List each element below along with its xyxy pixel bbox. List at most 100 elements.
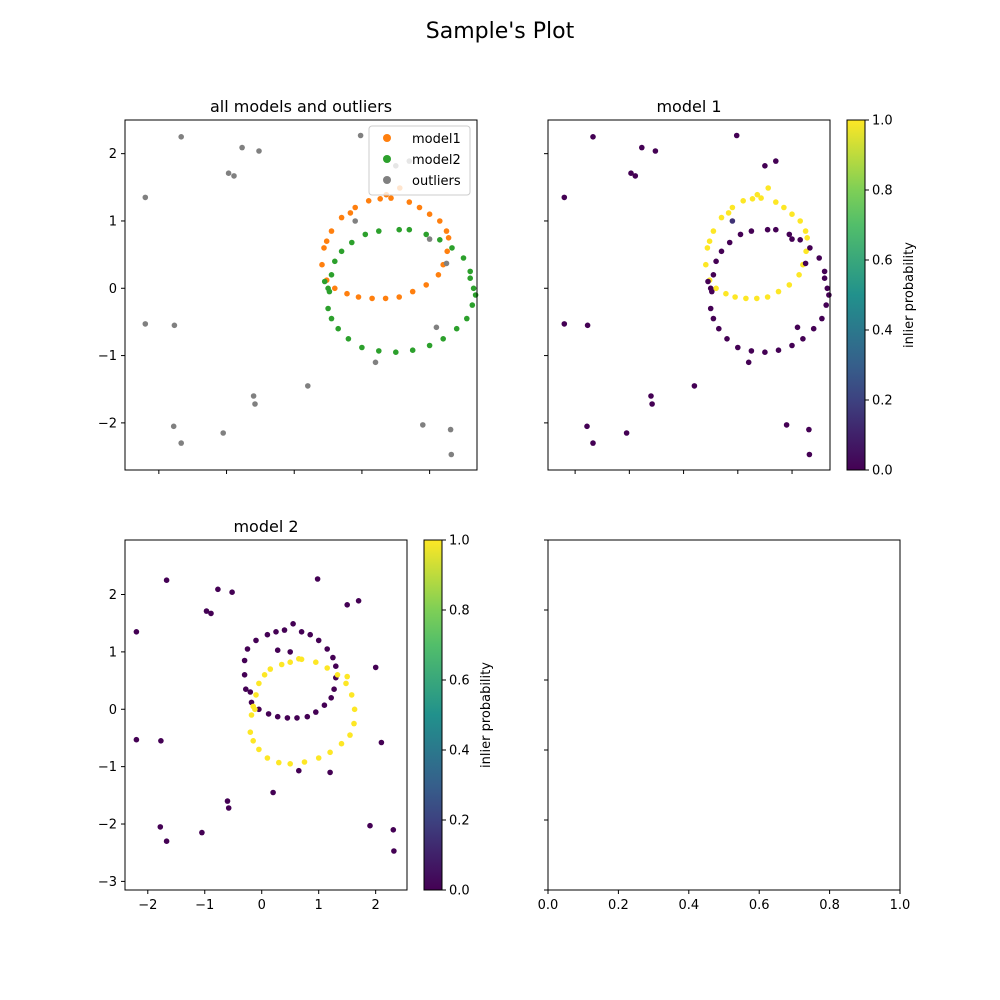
data-point bbox=[348, 692, 355, 698]
data-point bbox=[298, 629, 305, 635]
data-point bbox=[716, 325, 722, 332]
x-tick-label: −1 bbox=[195, 898, 214, 913]
data-point bbox=[733, 132, 740, 139]
data-point bbox=[773, 158, 779, 164]
data-point bbox=[724, 336, 730, 342]
data-point bbox=[313, 709, 319, 715]
data-point bbox=[765, 185, 771, 191]
data-point bbox=[324, 646, 331, 652]
colorbar-label: inlier probability bbox=[902, 242, 917, 348]
data-point bbox=[445, 235, 452, 241]
data-point bbox=[133, 629, 140, 635]
data-point bbox=[378, 739, 385, 746]
data-point bbox=[365, 198, 372, 204]
data-point bbox=[355, 294, 362, 300]
y-tick-label: 0 bbox=[109, 282, 117, 297]
data-point bbox=[796, 272, 802, 278]
colorbar-tick-label: 0.0 bbox=[872, 464, 893, 479]
data-point bbox=[281, 627, 288, 633]
data-point bbox=[816, 255, 822, 261]
data-point bbox=[449, 245, 455, 251]
data-point bbox=[396, 226, 403, 233]
data-point bbox=[435, 272, 442, 278]
data-point bbox=[287, 649, 294, 655]
data-point bbox=[649, 401, 655, 407]
data-point bbox=[652, 148, 659, 154]
data-point bbox=[754, 295, 760, 302]
data-point bbox=[824, 285, 831, 292]
data-point bbox=[470, 285, 477, 292]
data-point bbox=[323, 238, 330, 244]
data-point bbox=[335, 325, 342, 332]
data-point bbox=[803, 248, 809, 255]
data-point bbox=[802, 260, 809, 267]
data-point bbox=[781, 204, 787, 211]
data-point bbox=[328, 272, 335, 278]
data-point bbox=[142, 194, 149, 201]
data-point bbox=[274, 647, 281, 653]
figure-title: Sample's Plot bbox=[426, 19, 575, 44]
data-point bbox=[775, 347, 782, 354]
panel-title: model 1 bbox=[656, 97, 721, 116]
data-point bbox=[406, 199, 413, 205]
data-point bbox=[208, 610, 214, 617]
data-point bbox=[328, 695, 335, 701]
data-point bbox=[199, 829, 205, 836]
data-point bbox=[314, 576, 321, 582]
panel-title: model 2 bbox=[233, 517, 298, 536]
data-point bbox=[743, 295, 749, 302]
data-point bbox=[706, 238, 713, 244]
x-tick-label: 0.0 bbox=[538, 898, 559, 913]
legend-label-outliers: outliers bbox=[412, 174, 461, 189]
data-point bbox=[158, 738, 164, 744]
data-point bbox=[420, 422, 426, 428]
data-point bbox=[229, 589, 235, 595]
data-point bbox=[729, 218, 736, 224]
data-point bbox=[369, 295, 375, 302]
data-point bbox=[467, 268, 474, 275]
data-point bbox=[561, 194, 568, 201]
data-point bbox=[718, 248, 725, 255]
data-point bbox=[737, 231, 744, 238]
data-point bbox=[802, 228, 809, 234]
data-point bbox=[305, 383, 311, 389]
data-point bbox=[409, 288, 416, 295]
y-tick-label: 1 bbox=[109, 214, 117, 229]
data-point bbox=[584, 322, 591, 329]
data-point bbox=[256, 148, 262, 154]
colorbar-model-2: 0.0 0.2 0.4 0.6 0.8 1.0 inlier probability bbox=[423, 534, 494, 899]
data-point bbox=[723, 290, 729, 297]
data-point bbox=[590, 440, 596, 446]
data-point bbox=[735, 344, 741, 351]
data-point bbox=[357, 132, 364, 139]
data-point bbox=[467, 275, 474, 282]
data-point bbox=[178, 440, 184, 446]
data-point bbox=[142, 321, 149, 327]
data-point bbox=[321, 245, 327, 251]
data-point bbox=[163, 577, 170, 583]
data-point bbox=[423, 231, 430, 238]
y-tick-label: 0 bbox=[109, 703, 117, 718]
colorbar-model-1: 0.0 0.2 0.4 0.6 0.8 1.0 inlier probability bbox=[846, 114, 917, 479]
data-point bbox=[248, 712, 255, 718]
y-tick-label: 2 bbox=[109, 147, 117, 162]
data-point bbox=[352, 218, 359, 224]
data-point bbox=[247, 729, 254, 735]
colorbar-gradient bbox=[846, 119, 866, 471]
data-point bbox=[469, 302, 476, 308]
data-point bbox=[256, 706, 262, 713]
data-point bbox=[426, 342, 433, 349]
data-point bbox=[264, 755, 271, 761]
data-point bbox=[821, 275, 828, 282]
data-point bbox=[409, 347, 416, 354]
legend-marker-outliers bbox=[383, 176, 391, 184]
data-point bbox=[789, 236, 795, 242]
data-point bbox=[290, 621, 296, 627]
data-point bbox=[178, 134, 184, 140]
data-point bbox=[783, 422, 790, 428]
colorbar-tick-label: 0.8 bbox=[449, 604, 470, 619]
data-point bbox=[807, 245, 813, 251]
data-point bbox=[797, 237, 803, 243]
data-point bbox=[296, 767, 302, 774]
data-point bbox=[243, 686, 249, 692]
